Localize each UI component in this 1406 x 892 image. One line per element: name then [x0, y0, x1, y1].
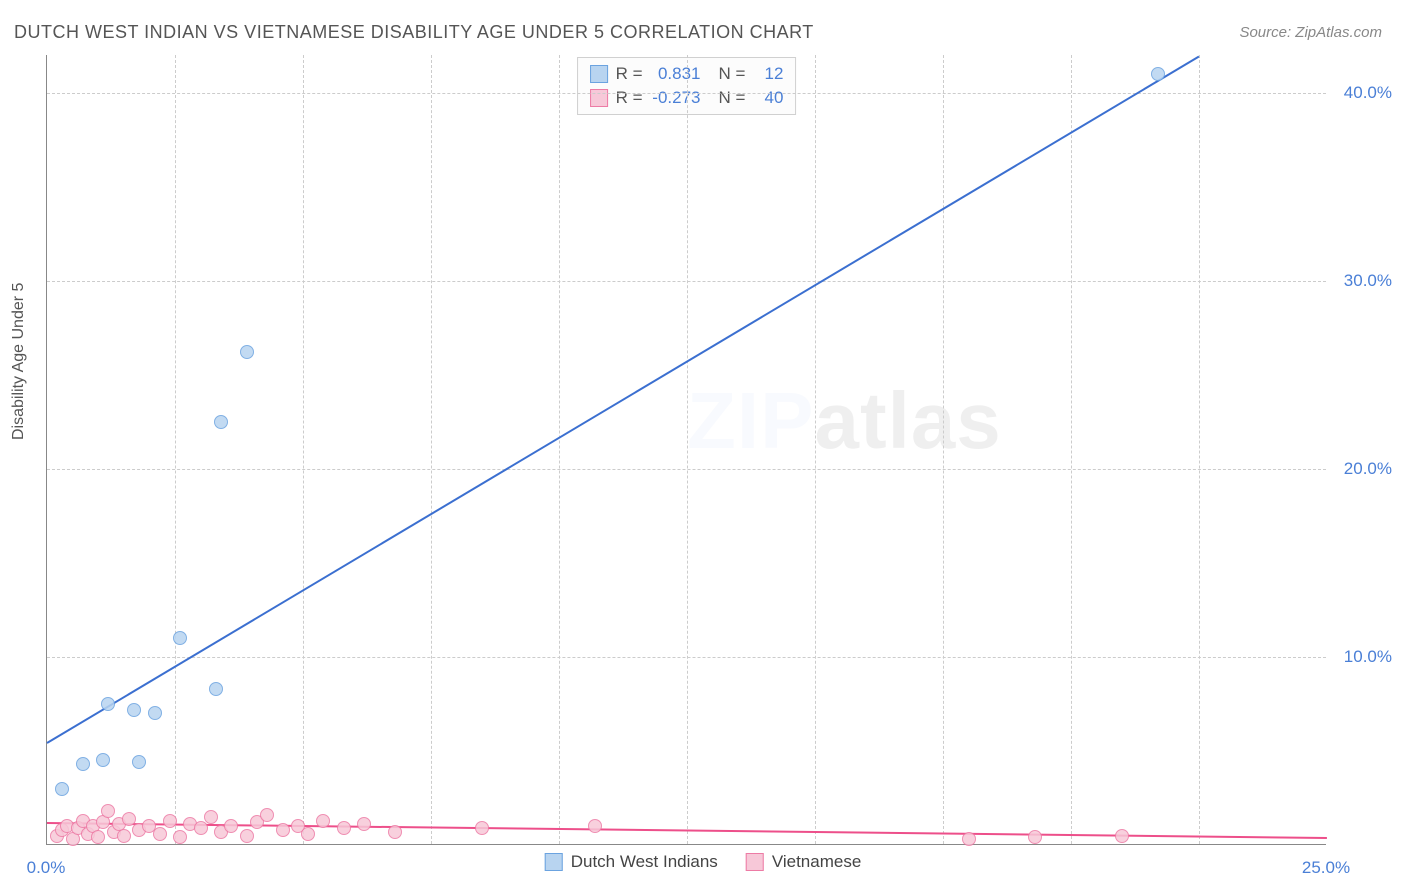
scatter-plot-area: ZIPatlas R = 0.831 N = 12 R = -0.273 N = 40	[46, 55, 1326, 845]
data-point	[962, 832, 976, 846]
x-tick-label: 25.0%	[1302, 858, 1350, 878]
r-label: R =	[616, 88, 643, 108]
gridline-vertical	[943, 55, 944, 844]
series-legend: Dutch West Indians Vietnamese	[545, 852, 862, 872]
data-point	[204, 810, 218, 824]
data-point	[337, 821, 351, 835]
data-point	[127, 703, 141, 717]
gridline-vertical	[559, 55, 560, 844]
data-point	[388, 825, 402, 839]
data-point	[101, 697, 115, 711]
data-point	[173, 830, 187, 844]
legend-item: Vietnamese	[746, 852, 861, 872]
legend-label: Dutch West Indians	[571, 852, 718, 872]
data-point	[209, 682, 223, 696]
y-tick-label: 20.0%	[1344, 459, 1392, 479]
gridline-vertical	[1199, 55, 1200, 844]
data-point	[276, 823, 290, 837]
data-point	[588, 819, 602, 833]
data-point	[357, 817, 371, 831]
data-point	[132, 755, 146, 769]
data-point	[475, 821, 489, 835]
data-point	[1151, 67, 1165, 81]
r-label: R =	[616, 64, 643, 84]
legend-swatch	[746, 853, 764, 871]
data-point	[153, 827, 167, 841]
legend-item: Dutch West Indians	[545, 852, 718, 872]
data-point	[173, 631, 187, 645]
data-point	[224, 819, 238, 833]
data-point	[91, 830, 105, 844]
n-value: 40	[753, 88, 783, 108]
data-point	[316, 814, 330, 828]
data-point	[1028, 830, 1042, 844]
r-value: -0.273	[651, 88, 701, 108]
data-point	[260, 808, 274, 822]
legend-swatch	[590, 65, 608, 83]
chart-title: DUTCH WEST INDIAN VS VIETNAMESE DISABILI…	[14, 22, 814, 43]
y-axis-label: Disability Age Under 5	[10, 283, 28, 440]
data-point	[76, 757, 90, 771]
source-attribution: Source: ZipAtlas.com	[1239, 24, 1382, 41]
n-label: N =	[719, 64, 746, 84]
gridline-vertical	[687, 55, 688, 844]
r-value: 0.831	[651, 64, 701, 84]
data-point	[214, 415, 228, 429]
data-point	[148, 706, 162, 720]
data-point	[240, 345, 254, 359]
y-tick-label: 10.0%	[1344, 647, 1392, 667]
data-point	[301, 827, 315, 841]
data-point	[163, 814, 177, 828]
gridline-vertical	[1071, 55, 1072, 844]
gridline-vertical	[303, 55, 304, 844]
legend-swatch	[545, 853, 563, 871]
trend-line	[46, 55, 1199, 743]
data-point	[101, 804, 115, 818]
y-tick-label: 30.0%	[1344, 271, 1392, 291]
gridline-vertical	[815, 55, 816, 844]
data-point	[240, 829, 254, 843]
gridline-vertical	[431, 55, 432, 844]
watermark: ZIPatlas	[687, 375, 1002, 467]
legend-label: Vietnamese	[772, 852, 861, 872]
data-point	[117, 829, 131, 843]
n-value: 12	[753, 64, 783, 84]
n-label: N =	[719, 88, 746, 108]
data-point	[96, 753, 110, 767]
gridline-vertical	[175, 55, 176, 844]
data-point	[1115, 829, 1129, 843]
data-point	[55, 782, 69, 796]
x-tick-label: 0.0%	[27, 858, 66, 878]
y-tick-label: 40.0%	[1344, 83, 1392, 103]
data-point	[194, 821, 208, 835]
